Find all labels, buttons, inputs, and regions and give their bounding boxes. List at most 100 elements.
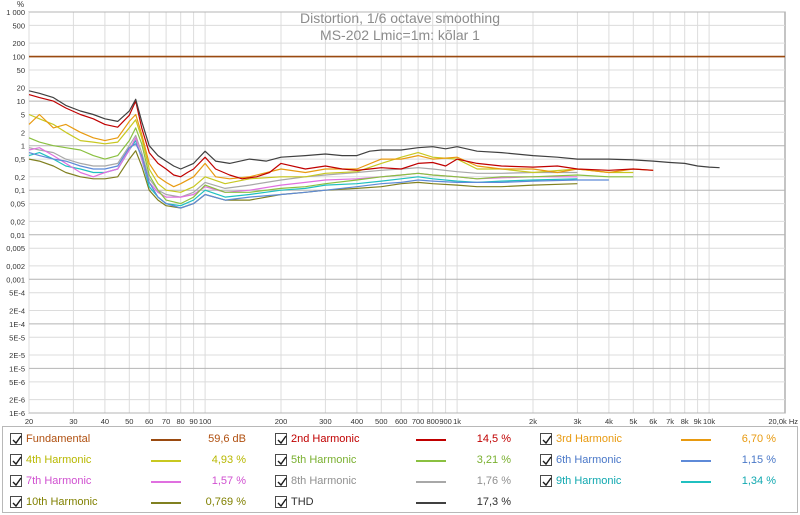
x-tick-label: 7k (666, 417, 674, 425)
x-tick-label: 6k (649, 417, 657, 425)
checkmark-icon (277, 435, 287, 445)
y-tick-label: 1E-6 (9, 409, 25, 418)
y-tick-label: 5E-5 (9, 333, 25, 342)
y-tick-label: 1E-4 (9, 320, 25, 329)
x-tick-label: 8k (681, 417, 689, 425)
y-tick-label: 0,1 (15, 186, 25, 195)
legend-value: 17,3 % (476, 496, 511, 508)
x-tick-label: 40 (101, 417, 109, 425)
legend-item-thd: THD 17,3 % (275, 495, 515, 511)
x-tick-label: 800 (426, 417, 439, 425)
x-tick-label: 900 (439, 417, 452, 425)
series-line-4th-harmonic (28, 113, 634, 193)
legend-item-4th-harmonic: 4th Harmonic 4,93 % (10, 453, 250, 469)
series-layer (28, 55, 785, 209)
y-tick-label: 0,02 (10, 217, 25, 226)
x-tick-label: 1k (453, 417, 461, 425)
legend-checkbox-9th-harmonic[interactable] (540, 475, 552, 487)
legend-label: 6th Harmonic (556, 454, 622, 466)
y-tick-label: 100 (12, 53, 25, 62)
legend-checkbox-fundamental[interactable] (10, 433, 22, 445)
legend-item-8th-harmonic: 8th Harmonic 1,76 % (275, 474, 515, 490)
legend-item-7th-harmonic: 7th Harmonic 1,57 % (10, 474, 250, 490)
y-tick-label: 200 (12, 39, 25, 48)
legend-item-9th-harmonic: 9th Harmonic 1,34 % (540, 474, 780, 490)
legend-swatch (151, 481, 181, 483)
x-tick-label: 90 (189, 417, 197, 425)
legend-checkbox-3rd-harmonic[interactable] (540, 433, 552, 445)
x-tick-label: 10k (703, 417, 715, 425)
y-tick-label: 0,05 (10, 200, 25, 209)
legend-item-5th-harmonic: 5th Harmonic 3,21 % (275, 453, 515, 469)
x-tick-label: 70 (162, 417, 170, 425)
legend-value: 59,6 dB (208, 433, 246, 445)
x-tick-label: 50 (125, 417, 133, 425)
legend-label: 9th Harmonic (556, 475, 622, 487)
legend-value: 1,34 % (741, 475, 776, 487)
y-tick-label: 500 (12, 21, 25, 30)
legend-item-10th-harmonic: 10th Harmonic 0,769 % (10, 495, 250, 511)
y-tick-label: 1E-5 (9, 364, 25, 373)
distortion-chart: 1 000 500 200 100 50 20 10 5 2 1 0,5 0,2 0,1 0,05 0,02… (6, 0, 798, 425)
y-tick-label: 2E-5 (9, 351, 25, 360)
legend-checkbox-4th-harmonic[interactable] (10, 454, 22, 466)
y-tick-label: 5E-6 (9, 378, 25, 387)
checkmark-icon (277, 498, 287, 508)
y-tick-label: 1 000 (6, 8, 25, 17)
legend-panel: Fundamental 59,6 dB 2nd Harmonic 14,5 % 3rd … (2, 426, 798, 513)
legend-swatch (681, 439, 711, 441)
series-line-2nd-harmonic (28, 94, 654, 180)
legend-swatch (416, 439, 446, 441)
series-line-6th-harmonic (28, 143, 609, 209)
legend-swatch (151, 502, 181, 504)
legend-checkbox-2nd-harmonic[interactable] (275, 433, 287, 445)
x-tick-label: 9k (694, 417, 702, 425)
legend-checkbox-10th-harmonic[interactable] (10, 496, 22, 508)
legend-value: 0,769 % (205, 496, 246, 508)
y-tick-label: 5E-4 (9, 289, 25, 298)
y-tick-label: 50 (17, 66, 25, 75)
checkmark-icon (542, 477, 552, 487)
x-tick-label: 600 (395, 417, 408, 425)
series-line-3rd-harmonic (28, 113, 654, 188)
legend-swatch (681, 481, 711, 483)
legend-item-2nd-harmonic: 2nd Harmonic 14,5 % (275, 432, 515, 448)
y-tick-label: 0,001 (6, 275, 25, 284)
x-tick-label: 20 (25, 417, 33, 425)
x-tick-label: 400 (351, 417, 364, 425)
legend-value: 1,15 % (741, 454, 776, 466)
legend-label: 3rd Harmonic (556, 433, 623, 445)
legend-value: 6,70 % (741, 433, 776, 445)
legend-value: 3,21 % (476, 454, 511, 466)
legend-swatch (151, 460, 181, 462)
legend-swatch (681, 460, 711, 462)
y-tick-label: 2E-4 (9, 307, 25, 316)
x-tick-label: 20,0k Hz (768, 417, 798, 425)
series-line-5th-harmonic (28, 127, 634, 205)
checkmark-icon (12, 477, 22, 487)
legend-label: THD (291, 496, 314, 508)
y-axis-label: % (17, 0, 24, 9)
legend-value: 4,93 % (211, 454, 246, 466)
legend-item-6th-harmonic: 6th Harmonic 1,15 % (540, 453, 780, 469)
legend-swatch (151, 439, 181, 441)
legend-label: 4th Harmonic (26, 454, 92, 466)
legend-checkbox-6th-harmonic[interactable] (540, 454, 552, 466)
y-tick-label: 5 (21, 111, 25, 120)
legend-checkbox-5th-harmonic[interactable] (275, 454, 287, 466)
legend-checkbox-7th-harmonic[interactable] (10, 475, 22, 487)
checkmark-icon (12, 498, 22, 508)
x-tick-label: 80 (177, 417, 185, 425)
legend-swatch (416, 460, 446, 462)
checkmark-icon (12, 456, 22, 466)
x-tick-label: 300 (319, 417, 332, 425)
legend-label: 2nd Harmonic (291, 433, 360, 445)
x-tick-label: 5k (629, 417, 637, 425)
x-tick-label: 2k (529, 417, 537, 425)
legend-checkbox-8th-harmonic[interactable] (275, 475, 287, 487)
chart-title: Distortion, 1/6 octave smoothing (300, 10, 500, 26)
legend-label: 5th Harmonic (291, 454, 357, 466)
checkmark-icon (277, 456, 287, 466)
checkmark-icon (542, 456, 552, 466)
legend-checkbox-thd[interactable] (275, 496, 287, 508)
